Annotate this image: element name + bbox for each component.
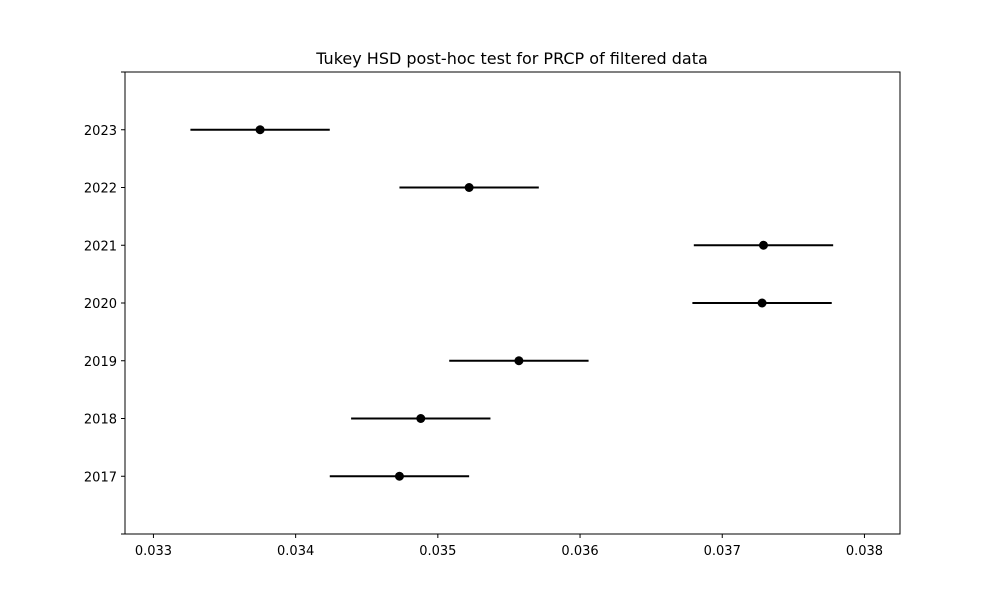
data-marks xyxy=(190,125,834,481)
y-axis: 2023 2022 2021 2020 2019 2018 2017 xyxy=(84,71,125,535)
mean-marker xyxy=(758,240,768,250)
x-tick-label: 0.035 xyxy=(419,544,456,559)
chart-title: Tukey HSD post-hoc test for PRCP of filt… xyxy=(315,49,708,68)
y-tick-label: 2022 xyxy=(84,182,117,197)
mean-marker xyxy=(394,471,404,481)
mean-marker xyxy=(514,356,524,366)
y-tick-label: 2020 xyxy=(84,297,117,312)
y-tick-label: 2018 xyxy=(84,413,117,428)
mean-marker xyxy=(464,183,474,192)
x-tick-label: 0.033 xyxy=(135,544,172,559)
x-tick-label: 0.034 xyxy=(277,544,314,559)
y-tick-label: 2019 xyxy=(84,355,117,370)
y-tick-label: 2021 xyxy=(84,239,117,254)
x-axis: 0.033 0.034 0.035 0.036 0.037 0.038 xyxy=(135,534,883,559)
y-tick-label: 2023 xyxy=(84,124,117,139)
x-tick-label: 0.037 xyxy=(704,544,741,559)
mean-marker xyxy=(757,298,767,308)
x-tick-label: 0.036 xyxy=(561,544,598,559)
mean-marker xyxy=(255,125,265,135)
mean-marker xyxy=(416,414,426,423)
y-tick-label: 2017 xyxy=(84,470,117,485)
x-tick-label: 0.038 xyxy=(846,544,883,559)
